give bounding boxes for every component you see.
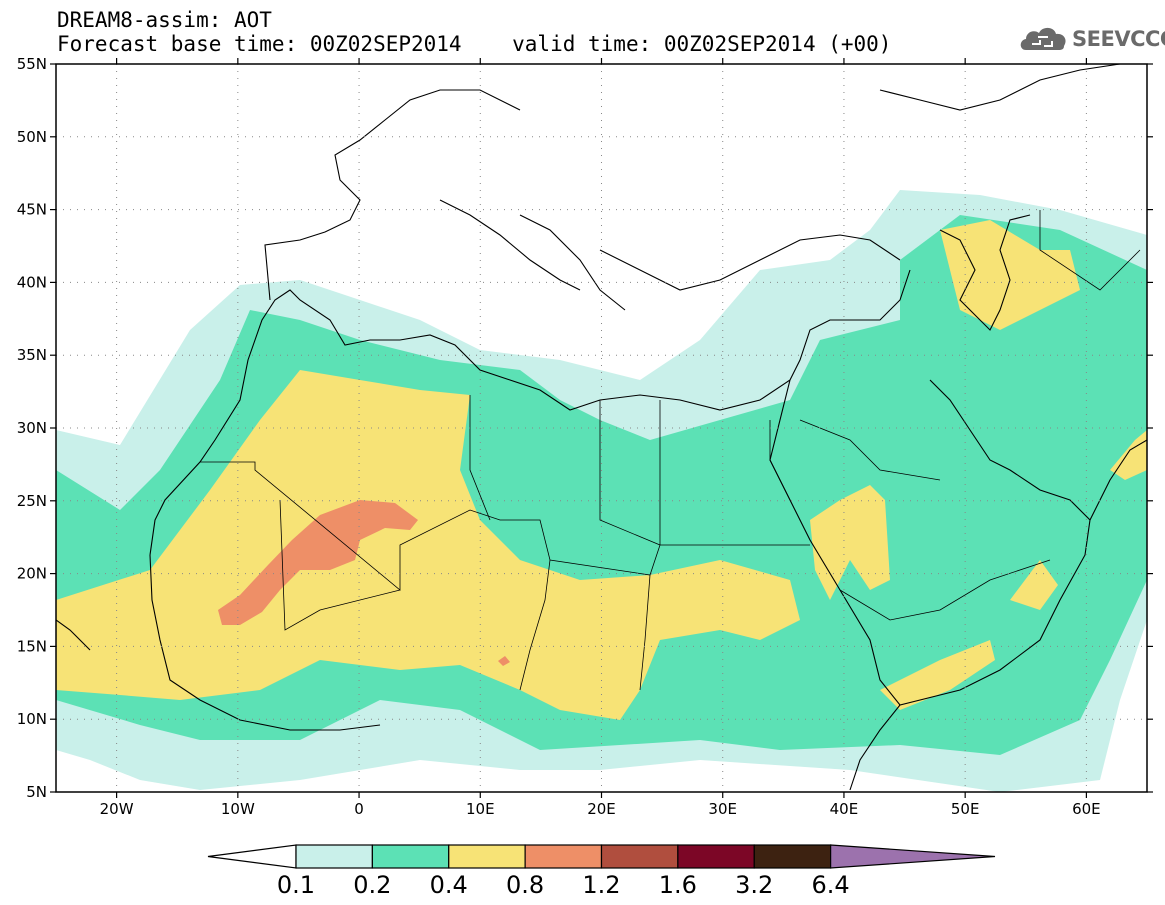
colorbar-bin (371, 844, 450, 869)
lat-tick-label: 10N (17, 710, 47, 728)
colorbar-label: 0.4 (430, 871, 468, 899)
axis-ticks: 55N 50N 45N 40N 35N 30N 25N 20N 15N 10N 5N 20W 10W 0 1… (17, 55, 1153, 818)
lat-tick-label: 15N (17, 637, 47, 655)
colorbar-label: 1.2 (582, 871, 620, 899)
seevccc-logo: SEEVCCC (1018, 22, 1165, 56)
cloud-icon (1020, 27, 1066, 50)
colorbar-label: 3.2 (735, 871, 773, 899)
logo-text: SEEVCCC (1072, 27, 1165, 51)
colorbar-bin (677, 844, 755, 869)
forecast-times: Forecast base time: 00Z02SEP2014 valid t… (57, 32, 892, 56)
aot-bin-0.8 (218, 500, 418, 625)
lon-tick-label: 10E (466, 800, 495, 818)
lat-tick-label: 45N (17, 201, 47, 219)
colorbar-bin (448, 844, 526, 869)
lon-tick-label: 40E (830, 800, 859, 818)
colorbar: 0.1 0.2 0.4 0.8 1.2 1.6 3.2 6.4 (207, 844, 996, 899)
aot-bin-0.4 (880, 640, 995, 710)
colorbar-bin (600, 844, 679, 869)
colorbar-label: 0.1 (277, 871, 315, 899)
colorbar-bin (295, 844, 373, 869)
lat-tick-label: 55N (17, 55, 47, 73)
lon-tick-label: 50E (951, 800, 980, 818)
lat-tick-label: 50N (17, 128, 47, 146)
colorbar-bin (524, 844, 603, 869)
colorbar-extend-high (830, 844, 996, 869)
aot-bin-0.4 (56, 370, 800, 720)
colorbar-extend-low (207, 844, 297, 869)
lat-tick-label: 40N (17, 273, 47, 291)
colorbar-label: 6.4 (812, 871, 850, 899)
lon-tick-label: 60E (1072, 800, 1101, 818)
lon-tick-label: 30E (708, 800, 737, 818)
colorbar-bin (753, 844, 832, 869)
lon-tick-label: 20W (100, 800, 134, 818)
map-title: DREAM8-assim: AOT (57, 8, 272, 32)
lon-tick-label: 0 (354, 800, 364, 818)
lat-tick-label: 20N (17, 565, 47, 583)
lon-tick-label: 10W (221, 800, 255, 818)
colorbar-label: 0.8 (506, 871, 544, 899)
aot-bin-0.4 (1110, 430, 1147, 480)
lat-tick-label: 25N (17, 492, 47, 510)
country-borders (200, 210, 1141, 691)
coastlines (56, 64, 1147, 791)
aot-bin-0.8 (498, 656, 510, 666)
aot-bin-0.4 (810, 485, 890, 600)
colorbar-label: 1.6 (659, 871, 697, 899)
lat-tick-label: 35N (17, 346, 47, 364)
lat-tick-label: 5N (26, 783, 47, 801)
aot-bin-0.4 (1010, 560, 1058, 610)
gridlines (56, 64, 1147, 792)
lat-tick-label: 30N (17, 419, 47, 437)
lon-tick-label: 20E (587, 800, 616, 818)
colorbar-label: 0.2 (353, 871, 391, 899)
aot-bin-0.4 (940, 220, 1080, 330)
